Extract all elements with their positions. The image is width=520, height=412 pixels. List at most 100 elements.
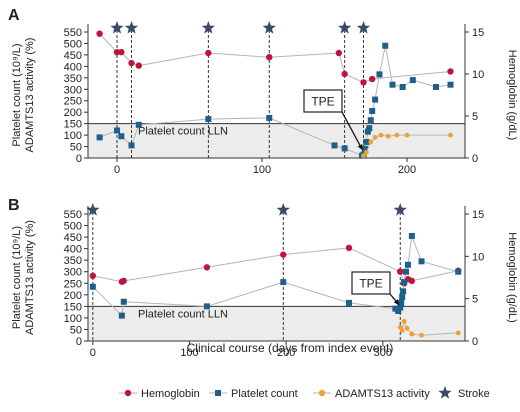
legend-star-icon [438,386,452,399]
panel-a-platelet-point [399,83,406,90]
panel-b-lln-label: Platelet count LLN [138,308,228,320]
panel-b-left-tick-label: 350 [64,255,82,267]
panel-b-letter: B [8,197,20,214]
panel-b-left-axis-title-1: Platelet count (10⁹/L) [11,226,23,329]
panel-a-left-axis-title-2: ADAMTS13 activity (%) [24,38,36,153]
panel-b-platelet-point [89,283,96,290]
legend: Hemoglobin Platelet count ADAMTS13 activit… [119,386,490,400]
panel-b-left-tick-label: 200 [64,290,82,302]
panel-a-right-tick-label: 10 [472,69,484,81]
panel-a-hemoglobin-point [118,48,125,56]
panel-b-adamts13-point [399,328,405,334]
panel-a-stroke-star-icon [356,21,371,34]
panel-a-x-tick-label: 0 [114,164,120,176]
panel-a-lln-label: Platelet count LLN [138,126,228,138]
panel-a-platelet-point [361,145,368,152]
legend-label: Stroke [458,388,490,400]
panel-a-left-tick-label: 300 [64,84,82,96]
panel-a-platelet-point [205,116,212,123]
panel-a-hemoglobin-point [341,70,348,78]
panel-b-platelet-point [120,298,127,305]
panel-a-platelet-point [341,145,348,152]
panel-b: B Platelet count LLN05010015020025030035… [8,197,518,359]
panel-a-left-tick-label: 250 [64,96,82,108]
legend-square-marker [215,390,221,396]
panel-b-platelet-point [400,288,407,295]
panel-b-tpe-arrow-head-icon [393,299,400,305]
panel-a-adamts13-point [394,132,400,138]
panel-a-hemoglobin-point [96,30,103,37]
panel-a-right-axis-title: Hemoglobin (g/dL) [506,50,518,141]
panel-b-right-axis-title: Hemoglobin (g/dL) [506,232,518,323]
panel-a-stroke-star-icon [262,21,276,34]
panel-b-x-tick-label: 200 [277,347,295,359]
panel-b-right-tick-label: 10 [472,251,484,263]
legend-circle-marker [124,389,132,397]
panel-b-platelet-point [346,299,352,306]
panel-b-left-tick-label: 150 [64,301,82,313]
panel-b-tpe-annotation-box [351,271,391,295]
panel-b-adamts13-point [455,330,461,336]
panel-a-platelet-point [364,128,371,135]
panel-a-platelet-point [135,121,142,128]
panel-b-x-tick-label: 300 [374,347,392,359]
panel-a-adamts13-point [361,153,366,159]
panel-b-left-tick-label: 50 [70,324,82,336]
panel-a-left-tick-label: 500 [64,38,82,50]
panel-a-hemoglobin-point [128,59,135,67]
panel-a-stroke-star-icon [124,21,139,34]
panel-b-adamts13-point [404,325,410,331]
panel-b-hemoglobin-point [89,272,97,280]
panel-b-left-tick-label: 450 [64,232,82,244]
panel-b-lln-region [88,306,465,341]
panel-a-left-tick-label: 100 [64,130,82,142]
panel-b-left-axis-title-2: ADAMTS13 activity (%) [24,220,36,335]
panel-b-left-tick-label: 0 [76,336,82,348]
panel-a-adamts13-point [448,132,453,138]
panel-a-platelet-point [409,77,416,84]
legend-label: Platelet count [231,388,298,400]
panel-b-platelet-point [398,299,405,306]
panel-b-stroke-star-icon [393,203,407,216]
panel-b-left-tick-label: 100 [64,313,82,325]
panel-b-left-tick-label: 500 [64,221,82,233]
panel-a-platelet-point [96,134,103,141]
panel-b-hemoglobin-point [203,264,211,271]
panel-b-platelet-point [403,268,410,275]
legend-circle-marker [318,389,326,397]
panel-b-adamts13-point [401,318,407,324]
panel-b-left-tick-label: 250 [64,278,82,290]
panel-a-hemoglobin-point [447,68,454,75]
panel-b-hemoglobin-point [345,244,353,252]
panel-b-hemoglobin-point [397,268,404,275]
panel-a-right-tick-label: 5 [472,111,478,123]
panel-a-platelet-point [369,108,376,115]
legend-label: ADAMTS13 activity [335,388,430,400]
panel-a-stroke-star-icon [110,21,124,34]
panel-a-right-tick-label: 15 [472,27,484,39]
panel-b-hemoglobin-point [120,277,127,285]
panel-a-x-tick-label: 100 [253,164,271,176]
panel-a-tpe-arrow-line [341,111,364,151]
panel-a-platelet-point [372,96,379,103]
panel-a-adamts13-point [378,132,384,138]
panel-b-adamts13-point [419,332,424,338]
panel-a-platelet-point [367,117,374,124]
panel-b-hemoglobin-point [280,251,287,258]
panel-a: A Platelet count LLN05010015020025030035… [8,7,518,176]
panel-a-left-tick-label: 550 [64,27,82,39]
panel-a-adamts13-point [385,133,391,139]
panel-a-left-axis-title-1: Platelet count (10⁹/L) [11,43,23,146]
panel-a-hemoglobin-point [266,54,273,61]
panel-a-platelet-point [128,142,135,149]
panel-a-left-tick-label: 400 [64,61,82,73]
panel-a-adamts13-point [372,134,378,140]
panel-a-x-tick-label: 200 [398,164,416,176]
panel-b-tpe-annotation-label: TPE [359,277,382,291]
panel-a-left-tick-label: 450 [64,50,82,62]
panel-b-platelet-point [408,232,415,239]
panel-b-platelet-point [118,312,125,319]
panel-a-platelet-point [447,81,454,88]
panel-b-platelet-point [455,268,462,275]
